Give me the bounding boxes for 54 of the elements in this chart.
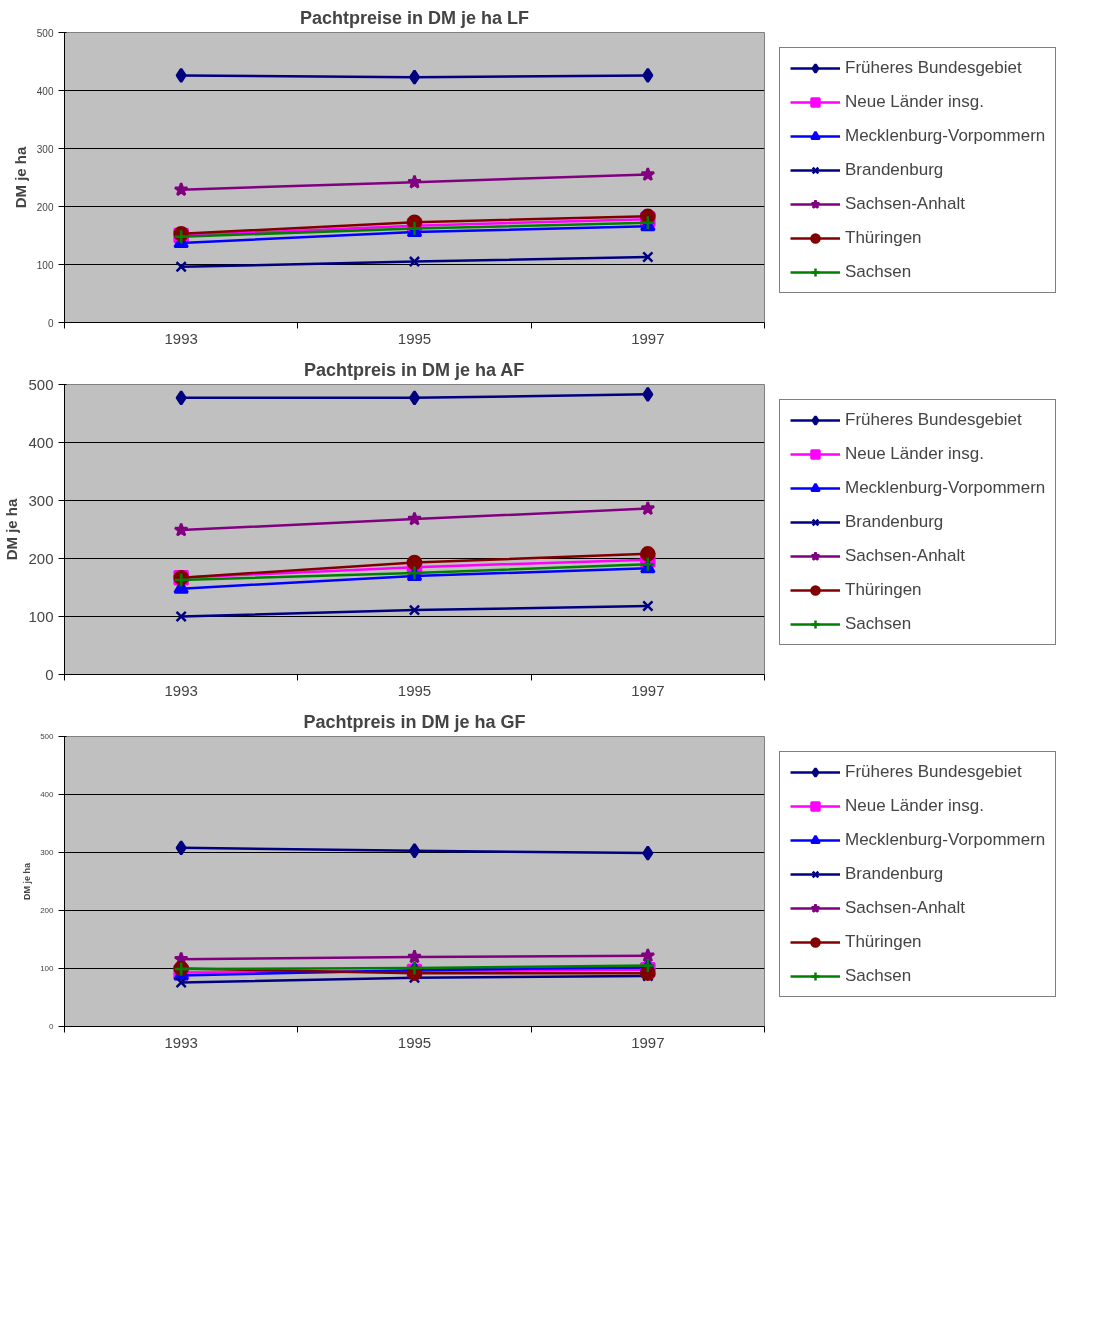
y-tick-label: 400 xyxy=(36,85,54,97)
y-tick-label: 0 xyxy=(47,317,54,329)
x-tick-label: 1993 xyxy=(164,681,198,699)
y-tick-label: 200 xyxy=(40,906,55,915)
legend-label: Früheres Bundesgebiet xyxy=(845,58,1022,78)
legend-label: Neue Länder insg. xyxy=(845,796,984,816)
legend-label: Sachsen xyxy=(845,614,912,634)
legend-label: Sachsen xyxy=(845,966,912,986)
legend-label: Sachsen xyxy=(845,262,912,282)
y-tick-label: 500 xyxy=(36,27,54,39)
x-tick-label: 1995 xyxy=(397,329,432,347)
x-tick-label: 1995 xyxy=(397,1033,432,1051)
y-tick-label: 300 xyxy=(36,143,54,155)
chart-title: Pachtpreise in DM je ha LF xyxy=(299,7,530,28)
legend-label: Brandenburg xyxy=(845,160,944,180)
x-tick-label: 1993 xyxy=(164,329,198,347)
legend-label: Thüringen xyxy=(845,580,922,600)
legend-label: Thüringen xyxy=(845,932,922,952)
legend-label: Früheres Bundesgebiet xyxy=(845,762,1022,782)
x-tick-label: 1997 xyxy=(631,329,665,347)
legend-label: Früheres Bundesgebiet xyxy=(845,410,1022,430)
legend-label: Sachsen-Anhalt xyxy=(845,194,966,214)
y-tick-label: 0 xyxy=(49,1022,55,1031)
x-tick-label: 1995 xyxy=(397,681,432,699)
legend-label: Mecklenburg-Vorpommern xyxy=(845,830,1046,850)
y-tick-label: 200 xyxy=(28,549,54,567)
legend-label: Sachsen-Anhalt xyxy=(845,546,966,566)
x-tick-label: 1997 xyxy=(631,681,665,699)
legend-label: Thüringen xyxy=(845,228,922,248)
legend-label: Brandenburg xyxy=(845,512,944,532)
y-tick-label: 400 xyxy=(28,433,54,451)
y-tick-label: 200 xyxy=(36,201,54,213)
y-tick-label: 300 xyxy=(28,491,54,509)
y-axis-title: DM je ha xyxy=(11,146,29,209)
y-tick-label: 0 xyxy=(45,665,54,683)
legend-label: Mecklenburg-Vorpommern xyxy=(845,126,1046,146)
y-tick-label: 300 xyxy=(40,848,55,857)
y-tick-label: 100 xyxy=(36,259,54,271)
x-tick-label: 1993 xyxy=(164,1033,198,1051)
y-tick-label: 100 xyxy=(40,964,55,973)
y-tick-label: 500 xyxy=(28,375,54,393)
y-tick-label: 100 xyxy=(28,607,54,625)
y-tick-label: 400 xyxy=(40,790,55,799)
chart-title: Pachtpreis in DM je ha AF xyxy=(303,359,525,380)
y-axis-title: DM je ha xyxy=(3,498,21,561)
legend-label: Neue Länder insg. xyxy=(845,444,984,464)
chart-title: Pachtpreis in DM je ha GF xyxy=(303,711,526,732)
legend-label: Mecklenburg-Vorpommern xyxy=(845,478,1046,498)
y-axis-title: DM je ha xyxy=(22,862,33,900)
y-tick-label: 500 xyxy=(40,732,55,741)
legend-label: Neue Länder insg. xyxy=(845,92,984,112)
legend-label: Brandenburg xyxy=(845,864,944,884)
legend-label: Sachsen-Anhalt xyxy=(845,898,966,918)
x-tick-label: 1997 xyxy=(631,1033,665,1051)
